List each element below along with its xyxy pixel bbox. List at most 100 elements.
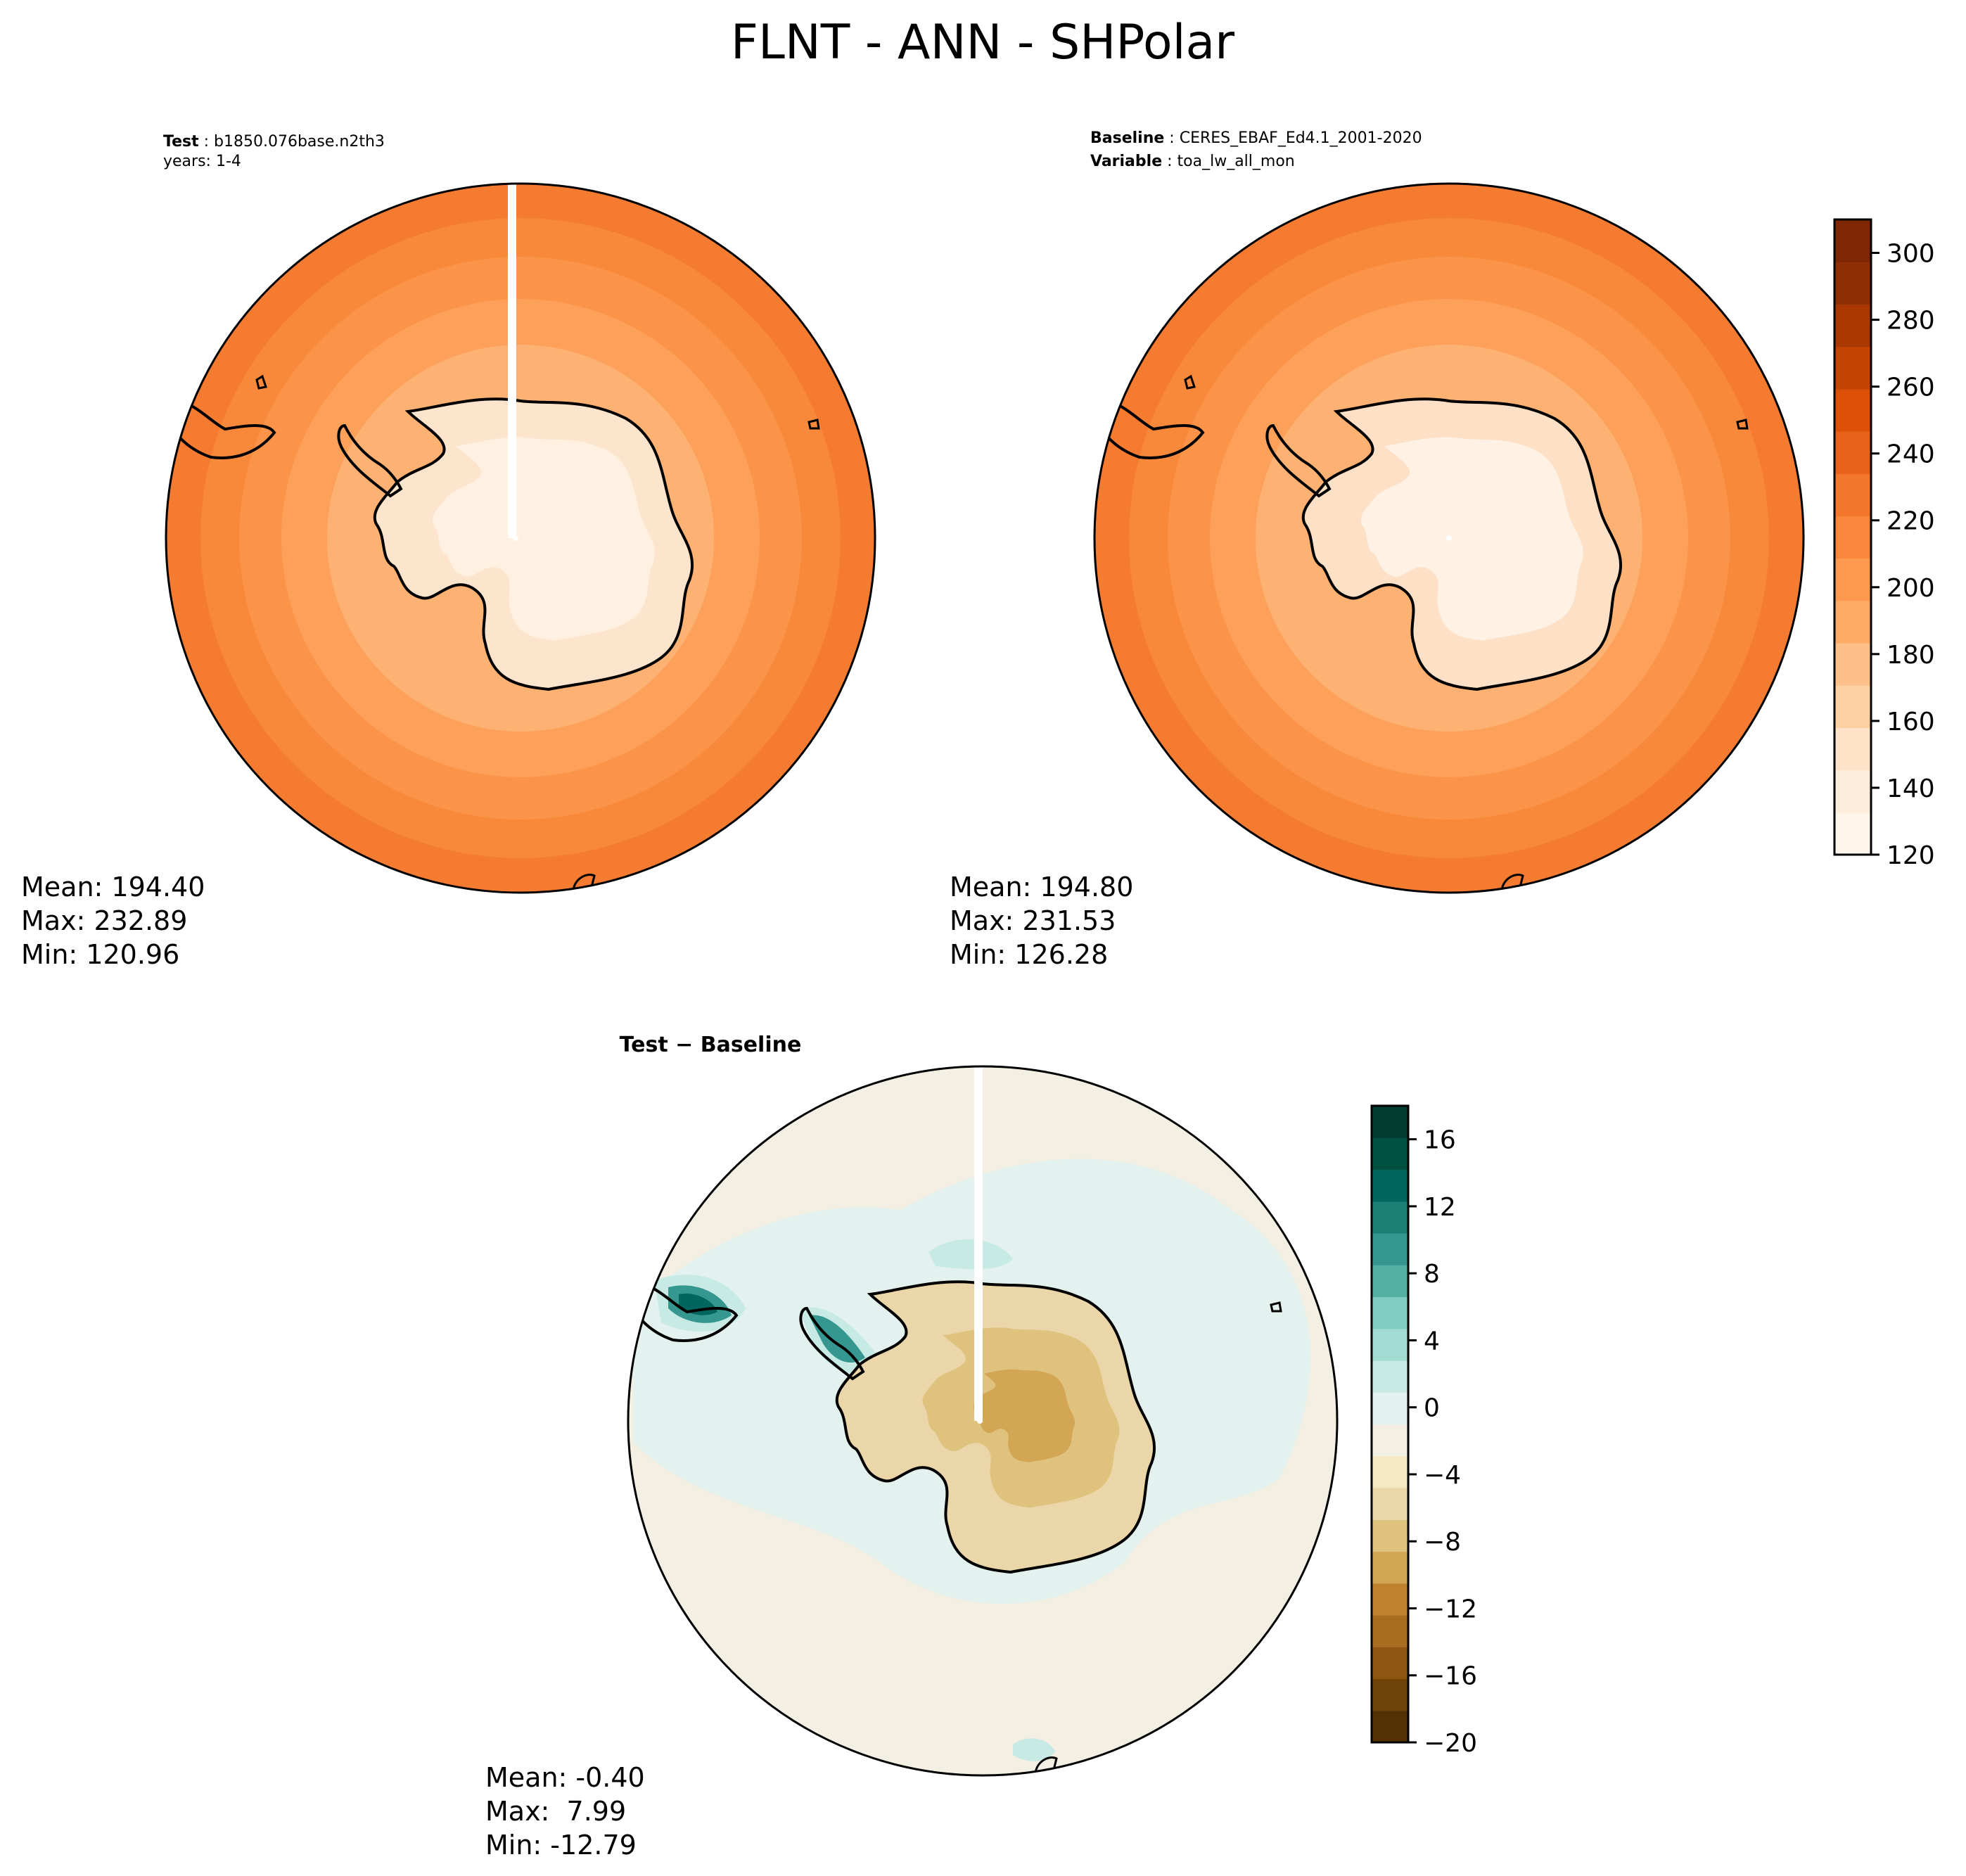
colorbar-segment xyxy=(1834,727,1871,771)
island-coastline xyxy=(808,419,820,430)
colorbar-segment xyxy=(1372,1392,1408,1425)
pole-point xyxy=(1446,535,1452,541)
baseline-map xyxy=(1094,184,1804,893)
colorbar-segment xyxy=(1834,388,1871,432)
colorbar-segment xyxy=(1372,1137,1408,1170)
colorbar-tick-label: 180 xyxy=(1887,641,1935,670)
diff-mean: Mean: -0.40 xyxy=(485,1762,645,1793)
colorbar-tick-label: 220 xyxy=(1887,507,1935,536)
baseline-variable: Variable : toa_lw_all_mon xyxy=(1090,153,1295,170)
colorbar-segment xyxy=(1372,1710,1408,1743)
missing-data-seam xyxy=(974,1066,983,1421)
colorbar-tick-label: 160 xyxy=(1887,708,1935,736)
island-coastline xyxy=(1184,374,1196,390)
nz-coastline xyxy=(1500,874,1524,891)
diff-teal-region xyxy=(928,1239,1013,1270)
colorbar-segment xyxy=(1834,600,1871,644)
colorbar-segment xyxy=(1372,1583,1408,1616)
colorbar-segment xyxy=(1834,473,1871,516)
colorbar-segment xyxy=(1834,516,1871,559)
colorbar-segment xyxy=(1372,1519,1408,1552)
colorbar-segment xyxy=(1372,1424,1408,1457)
diff-map xyxy=(628,1066,1337,1775)
baseline-panel: Baseline : CERES_EBAF_Ed4.1_2001-2020 Va… xyxy=(950,129,1805,970)
colorbar-tick-label: 12 xyxy=(1424,1193,1456,1222)
colorbar-tick-label: 280 xyxy=(1887,307,1935,336)
colorbar-segment xyxy=(1372,1328,1408,1361)
island-coastline xyxy=(1736,419,1749,430)
pole-point xyxy=(977,1418,983,1424)
colorbar-tick-label: −8 xyxy=(1424,1528,1461,1557)
nz-coastline xyxy=(1034,1756,1058,1773)
colorbar-segment xyxy=(1372,1455,1408,1488)
colorbar-tick-label: 120 xyxy=(1887,841,1935,870)
colorbar-tick-label: 260 xyxy=(1887,374,1935,402)
colorbar-segment xyxy=(1834,219,1871,262)
colorbar-frame xyxy=(1833,218,1872,856)
colorbar-frame xyxy=(1370,1104,1410,1744)
nz-coastline xyxy=(572,874,596,891)
diff-title: Test − Baseline xyxy=(620,1033,802,1057)
diff-colorbar: −20 −16 −12 −8 −4 0 4 8 12 16 xyxy=(1370,1104,1477,1758)
colorbar-segment xyxy=(1834,431,1871,474)
colorbar-segment xyxy=(1372,1647,1408,1680)
south-america-coastline xyxy=(1096,398,1205,459)
island-coastline xyxy=(255,374,267,390)
colorbar-segment xyxy=(1834,558,1871,601)
colorbar-segment xyxy=(1372,1296,1408,1329)
pole-point xyxy=(513,535,518,541)
diff-panel: Test − Baseline Mean: -0.40 Max: 7.99 xyxy=(485,1033,1339,1861)
figure-title: FLNT - ANN - SHPolar xyxy=(731,15,1234,70)
test-map xyxy=(166,184,875,893)
colorbar-segment xyxy=(1834,346,1871,390)
colorbar-tick-label: 8 xyxy=(1424,1260,1440,1289)
diff-max: Max: 7.99 xyxy=(485,1796,626,1827)
colorbar-segment xyxy=(1834,643,1871,686)
main-colorbar: 120 140 160 180 200 220 240 260 280 300 xyxy=(1833,218,1935,870)
south-america-coastline xyxy=(630,1281,739,1342)
test-years: years: 1-4 xyxy=(163,153,241,170)
baseline-max: Max: 231.53 xyxy=(950,905,1116,936)
island-coastline xyxy=(1270,1301,1282,1313)
colorbar-segment xyxy=(1834,685,1871,728)
colorbar-segment xyxy=(1834,812,1871,855)
colorbar-segment xyxy=(1372,1551,1408,1584)
map-boundary xyxy=(165,182,876,894)
colorbar-segment xyxy=(1372,1615,1408,1647)
baseline-header: Baseline : CERES_EBAF_Ed4.1_2001-2020 xyxy=(1090,129,1422,147)
baseline-mean: Mean: 194.80 xyxy=(950,872,1133,902)
map-boundary xyxy=(627,1065,1339,1777)
colorbar-tick-label: −12 xyxy=(1424,1595,1477,1623)
diff-teal-region xyxy=(1013,1738,1055,1761)
colorbar-segment xyxy=(1834,304,1871,347)
test-panel: Test : b1850.076base.n2th3 years: 1-4 Me… xyxy=(21,133,876,970)
colorbar-tick-label: −4 xyxy=(1424,1461,1461,1490)
colorbar-segment xyxy=(1372,1488,1408,1520)
missing-data-seam xyxy=(508,184,516,538)
colorbar-tick-label: −16 xyxy=(1424,1662,1477,1691)
test-min: Min: 120.96 xyxy=(21,939,179,970)
test-mean: Mean: 194.40 xyxy=(21,872,205,902)
colorbar-tick-label: 200 xyxy=(1887,574,1935,603)
map-boundary xyxy=(1093,182,1805,894)
colorbar-tick-label: −20 xyxy=(1424,1729,1477,1758)
baseline-min: Min: 126.28 xyxy=(950,939,1108,970)
colorbar-segment xyxy=(1834,770,1871,813)
colorbar-segment xyxy=(1372,1265,1408,1298)
colorbar-segment xyxy=(1834,262,1871,305)
colorbar-segment xyxy=(1372,1169,1408,1202)
colorbar-tick-label: 4 xyxy=(1424,1327,1440,1355)
colorbar-segment xyxy=(1372,1106,1408,1138)
colorbar-segment xyxy=(1372,1233,1408,1265)
colorbar-segment xyxy=(1372,1360,1408,1393)
colorbar-tick-label: 16 xyxy=(1424,1126,1456,1155)
diff-teal-region xyxy=(809,1315,865,1363)
south-america-coastline xyxy=(167,398,276,459)
colorbar-tick-label: 0 xyxy=(1424,1394,1440,1423)
colorbar-tick-label: 140 xyxy=(1887,774,1935,803)
colorbar-tick-label: 300 xyxy=(1887,240,1935,269)
diff-min: Min: -12.79 xyxy=(485,1830,637,1861)
colorbar-segment xyxy=(1372,1678,1408,1711)
test-header: Test : b1850.076base.n2th3 xyxy=(163,133,385,151)
